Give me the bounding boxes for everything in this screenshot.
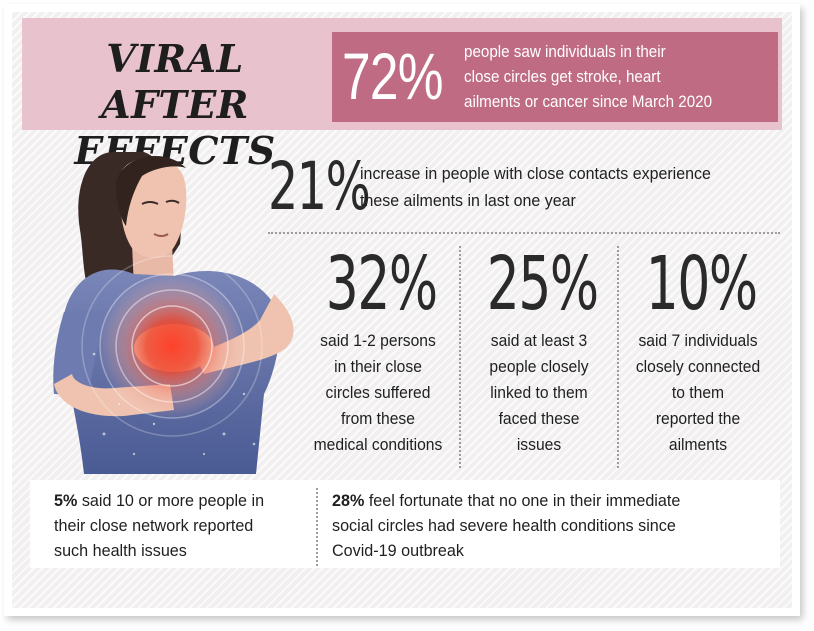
stat-21-value-wrap: 21% [268, 150, 409, 224]
stat-21-line: these ailments in last one year [360, 191, 576, 210]
bottom-left-value: 5% [54, 491, 78, 510]
stat-column-line: people closely [489, 357, 589, 376]
stat-column-line: said 1-2 persons [320, 331, 436, 350]
stat-column-line: closely connected [635, 357, 761, 376]
headline-stat-value: 72% [342, 39, 443, 113]
stat-column-description: said 1-2 persons in their close circles … [308, 328, 448, 458]
stat-column-value: 10% [645, 241, 758, 327]
bottom-right-line: Covid-19 outbreak [332, 541, 464, 560]
stat-column-line: said 7 individuals [638, 331, 758, 350]
stat-21-value: 21% [268, 148, 371, 225]
stat-column-line: ailments [668, 435, 728, 454]
bottom-left-line: such health issues [54, 541, 187, 560]
bottom-left-line: their close network reported [54, 516, 254, 535]
stat-column-value: 32% [325, 241, 438, 327]
stat-column-line: issues [516, 435, 562, 454]
stat-column-line: to them [671, 383, 725, 402]
stat-column-line: said at least 3 [490, 331, 588, 350]
bottom-panel [30, 480, 780, 568]
stat-column-value: 25% [486, 241, 599, 327]
bottom-left-text: said 10 or more people in [77, 491, 265, 510]
bottom-right-line: 28% feel fortunate that no one in their … [332, 488, 756, 513]
headline-stat-line: ailments or cancer since March 2020 [464, 93, 713, 111]
pain-glow-ring [115, 289, 229, 403]
stat-column-10: 10% said 7 individuals closely connected… [622, 240, 774, 458]
bottom-right-value: 28% [332, 491, 365, 510]
stat-column-25: 25% said at least 3 people closely linke… [463, 240, 615, 458]
stat-column-32: 32% said 1-2 persons in their close circ… [302, 240, 454, 458]
stat-column-line: from these [341, 409, 415, 428]
stat-column-line: in their close [334, 357, 422, 376]
stat-column-line: faced these [498, 409, 580, 428]
bottom-right-stat: 28% feel fortunate that no one in their … [332, 488, 756, 563]
headline-stat-line: close circles get stroke, heart [464, 68, 661, 86]
bottom-right-line: social circles had severe health conditi… [332, 516, 676, 535]
pain-glow-ring [131, 305, 213, 387]
headline-stat-line: people saw individuals in their [464, 43, 666, 61]
headline-stat-description: people saw individuals in their close ci… [464, 40, 751, 115]
bottom-left-line: 5% said 10 or more people in [54, 488, 299, 513]
stat-column-line: circles suffered [325, 383, 431, 402]
stat-column-line: linked to them [490, 383, 588, 402]
bottom-right-text: feel fortunate that no one in their imme… [364, 491, 681, 510]
pain-glow-ring [99, 273, 245, 419]
horizontal-divider [268, 232, 780, 234]
vertical-divider [459, 246, 461, 468]
stat-column-description: said 7 individuals closely connected to … [628, 328, 768, 458]
stat-21-description: increase in people with close contacts e… [360, 160, 755, 214]
title-line-1: VIRAL AFTER [101, 36, 249, 127]
pain-glow-ring [81, 255, 263, 437]
bottom-left-stat: 5% said 10 or more people in their close… [54, 488, 299, 563]
stat-column-description: said at least 3 people closely linked to… [469, 328, 609, 458]
headline-stat-box: 72% people saw individuals in their clos… [332, 32, 778, 122]
infographic-title: VIRAL AFTER EFFECTS [30, 36, 320, 174]
stat-column-line: reported the [655, 409, 741, 428]
stat-column-line: medical conditions [313, 435, 443, 454]
vertical-divider [617, 246, 619, 468]
stat-21-line: increase in people with close contacts e… [360, 164, 711, 183]
vertical-divider [316, 488, 318, 566]
woman-clutching-chest-illustration [53, 152, 294, 474]
